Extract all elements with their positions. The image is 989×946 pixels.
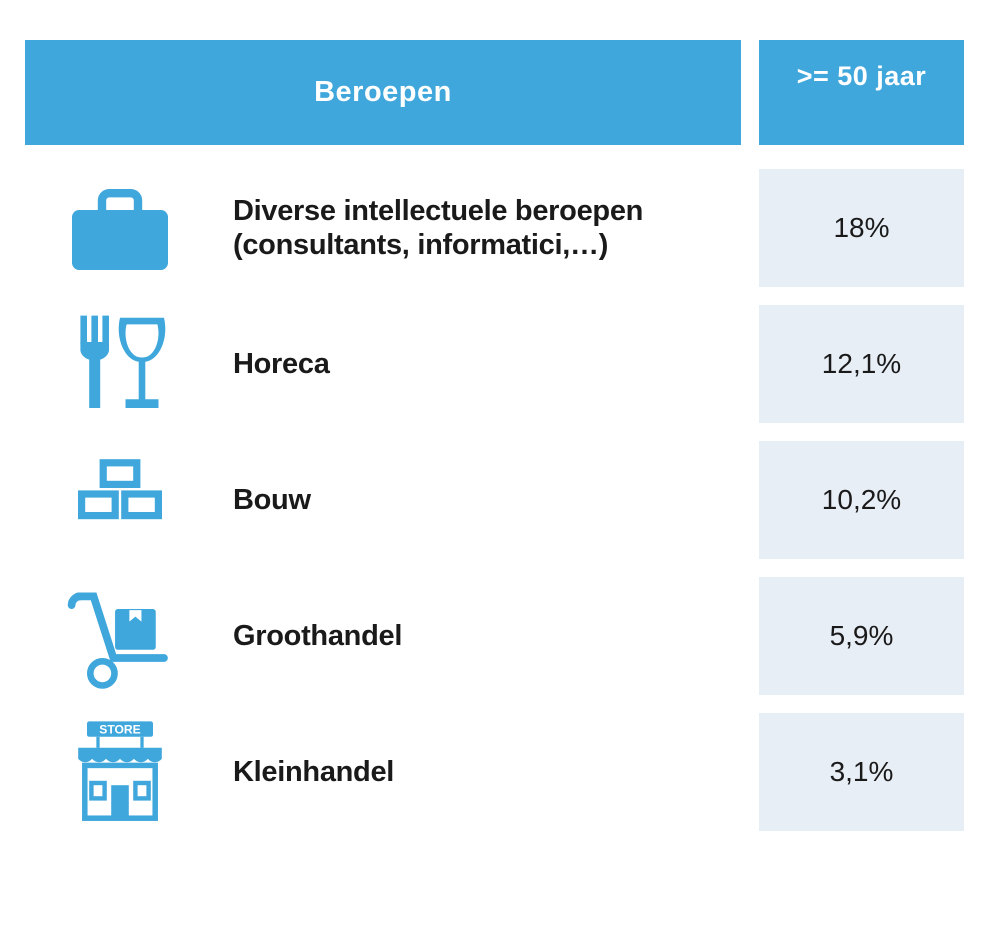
svg-text:STORE: STORE xyxy=(99,723,140,737)
row-label: Horeca xyxy=(233,305,741,423)
fork-glass-icon xyxy=(25,305,215,423)
row-label: Kleinhandel xyxy=(233,713,741,831)
row-value: 5,9% xyxy=(759,577,964,695)
professions-table: Beroepen >= 50 jaar Diverse intellectuel… xyxy=(25,40,964,831)
hand-truck-icon xyxy=(25,577,215,695)
table-header-row: Beroepen >= 50 jaar xyxy=(25,40,964,145)
row-value: 10,2% xyxy=(759,441,964,559)
row-value: 18% xyxy=(759,169,964,287)
row-label: Groothandel xyxy=(233,577,741,695)
briefcase-icon xyxy=(25,169,215,287)
header-col-1: Beroepen xyxy=(25,40,741,145)
table-row: Bouw 10,2% xyxy=(25,441,964,559)
row-value: 12,1% xyxy=(759,305,964,423)
header-col-2: >= 50 jaar xyxy=(759,40,964,145)
store-icon: STORE xyxy=(25,713,215,831)
table-row: STORE Kleinhandel 3,1% xyxy=(25,713,964,831)
row-label: Diverse intellectuele beroepen (consulta… xyxy=(233,169,741,287)
table-row: Horeca 12,1% xyxy=(25,305,964,423)
bricks-icon xyxy=(25,441,215,559)
table-row: Groothandel 5,9% xyxy=(25,577,964,695)
table-row: Diverse intellectuele beroepen (consulta… xyxy=(25,169,964,287)
row-label: Bouw xyxy=(233,441,741,559)
row-value: 3,1% xyxy=(759,713,964,831)
